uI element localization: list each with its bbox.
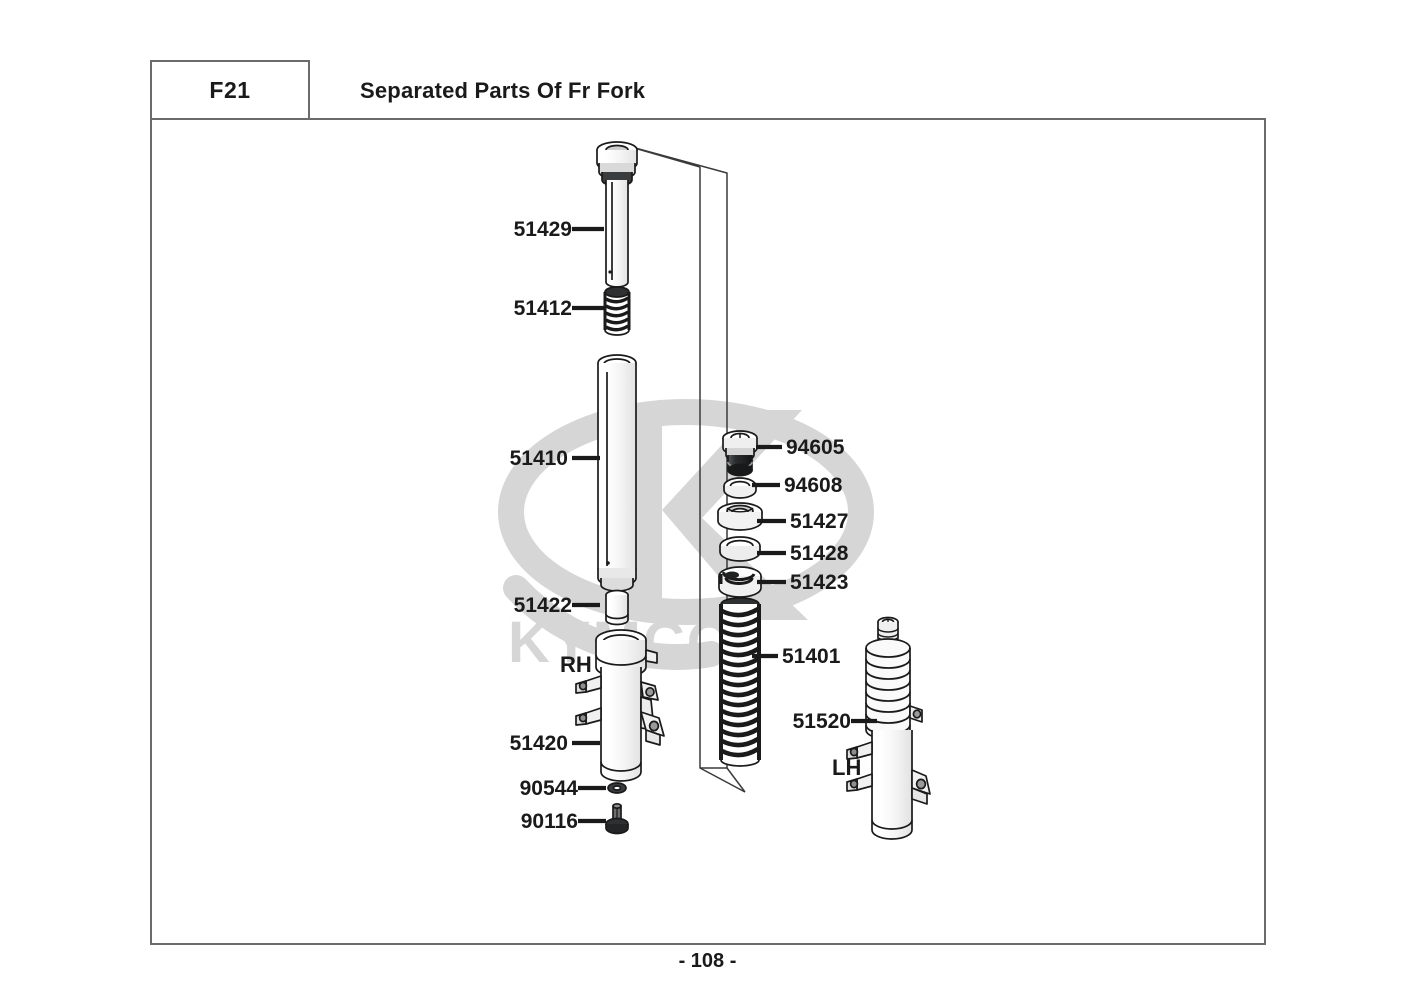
part-label-51427: 51427	[790, 510, 849, 533]
part-51401-fork-spring	[719, 597, 761, 767]
part-90544-sealing-washer	[607, 782, 627, 794]
part-label-94605: 94605	[786, 436, 845, 459]
part-90116-socket-bolt	[605, 802, 629, 835]
part-label-90116: 90116	[520, 810, 578, 833]
part-label-51422: 51422	[513, 594, 572, 617]
side-annotation-rh: RH	[560, 652, 592, 677]
part-51429-damper-rod	[596, 141, 638, 288]
part-51520-fork-assy-lh	[846, 616, 931, 840]
section-code: F21	[209, 76, 251, 103]
part-label-51429: 51429	[513, 218, 572, 241]
part-label-94608: 94608	[784, 474, 843, 497]
part-label-51401: 51401	[782, 645, 841, 668]
side-annotation-lh: LH	[832, 755, 862, 780]
part-51428-back-up-ring	[719, 536, 761, 562]
part-label-51520: 51520	[792, 710, 851, 733]
part-51412-rebound-spring	[603, 286, 631, 336]
part-label-51410: 51410	[509, 447, 568, 470]
section-code-box: F21	[150, 60, 310, 120]
part-label-90544: 90544	[519, 777, 578, 800]
part-51410-fork-pipe	[597, 354, 637, 592]
part-51427-oil-seal	[717, 502, 763, 531]
part-label-51423: 51423	[790, 571, 849, 594]
frame-top-rule	[310, 118, 1266, 120]
part-label-51420: 51420	[509, 732, 568, 755]
page-title: Separated Parts Of Fr Fork	[360, 78, 646, 103]
part-51423-guide-bush	[718, 566, 762, 598]
part-label-51412: 51412	[513, 297, 572, 320]
part-94605-fork-bottom-bolt	[722, 430, 758, 477]
part-94608-sealing-washer	[723, 477, 757, 499]
page-number: - 108 -	[678, 950, 737, 972]
part-51422-piston-ring-bush	[605, 589, 629, 626]
part-label-51428: 51428	[790, 542, 849, 565]
